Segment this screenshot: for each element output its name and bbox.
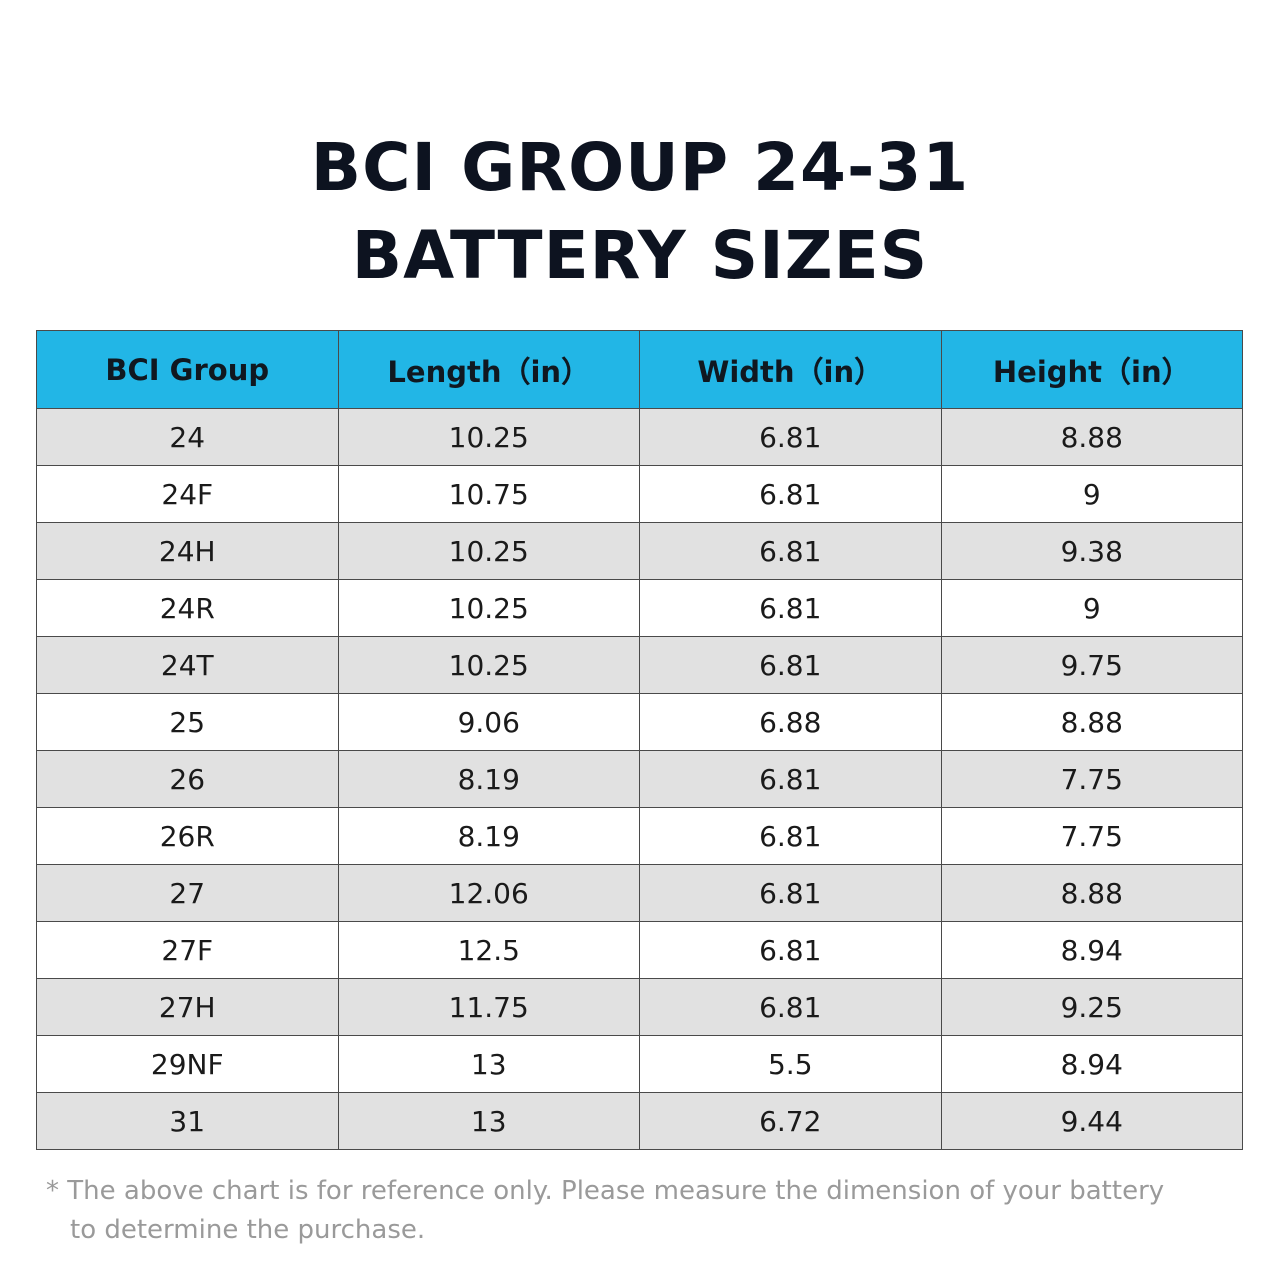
cell-height: 8.88	[940, 408, 1243, 466]
cell-bci-group: 27H	[36, 978, 339, 1036]
cell-width: 6.81	[639, 921, 942, 979]
cell-width: 6.72	[639, 1092, 942, 1150]
table-row: 27H 11.75 6.81 9.25	[36, 978, 1243, 1036]
cell-length: 12.06	[337, 864, 640, 922]
page-title: BCI GROUP 24-31 BATTERY SIZES	[0, 124, 1280, 300]
table-row: 24H 10.25 6.81 9.38	[36, 522, 1243, 580]
cell-length: 13	[337, 1035, 640, 1093]
battery-size-table: BCI Group Length（in） Width（in） Height（in…	[36, 330, 1243, 1150]
footnote-line-2: to determine the purchase.	[70, 1215, 426, 1245]
cell-width: 6.81	[639, 978, 942, 1036]
cell-height: 9.38	[940, 522, 1243, 580]
cell-length: 11.75	[337, 978, 640, 1036]
table-row: 26 8.19 6.81 7.75	[36, 750, 1243, 808]
cell-width: 6.81	[639, 408, 942, 466]
table-row: 27 12.06 6.81 8.88	[36, 864, 1243, 922]
table-row: 24T 10.25 6.81 9.75	[36, 636, 1243, 694]
table-row: 31 13 6.72 9.44	[36, 1092, 1243, 1150]
cell-length: 8.19	[337, 750, 640, 808]
cell-length: 10.75	[337, 465, 640, 523]
cell-length: 9.06	[337, 693, 640, 751]
cell-height: 9.75	[940, 636, 1243, 694]
table-body: 24 10.25 6.81 8.88 24F 10.75 6.81 9 24H 10.25 6.81…	[36, 408, 1243, 1150]
cell-length: 10.25	[337, 579, 640, 637]
cell-bci-group: 31	[36, 1092, 339, 1150]
table-row: 24F 10.75 6.81 9	[36, 465, 1243, 523]
table-row: 24 10.25 6.81 8.88	[36, 408, 1243, 466]
cell-width: 6.81	[639, 636, 942, 694]
cell-bci-group: 24F	[36, 465, 339, 523]
cell-length: 13	[337, 1092, 640, 1150]
table-row: 25 9.06 6.88 8.88	[36, 693, 1243, 751]
cell-height: 9	[940, 579, 1243, 637]
cell-width: 6.81	[639, 579, 942, 637]
cell-bci-group: 26	[36, 750, 339, 808]
table-header-row: BCI Group Length（in） Width（in） Height（in…	[36, 330, 1243, 409]
cell-length: 10.25	[337, 636, 640, 694]
cell-width: 6.81	[639, 465, 942, 523]
cell-height: 7.75	[940, 750, 1243, 808]
title-line-1: BCI GROUP 24-31	[310, 129, 970, 206]
column-header-height: Height（in）	[940, 330, 1243, 409]
cell-bci-group: 25	[36, 693, 339, 751]
column-header-width: Width（in）	[639, 330, 942, 409]
cell-length: 8.19	[337, 807, 640, 865]
footnote-line-1: * The above chart is for reference only.…	[46, 1176, 1165, 1206]
table-row: 24R 10.25 6.81 9	[36, 579, 1243, 637]
cell-height: 7.75	[940, 807, 1243, 865]
footnote: * The above chart is for reference only.…	[46, 1172, 1246, 1250]
table-row: 29NF 13 5.5 8.94	[36, 1035, 1243, 1093]
cell-bci-group: 24R	[36, 579, 339, 637]
cell-bci-group: 29NF	[36, 1035, 339, 1093]
cell-width: 6.81	[639, 807, 942, 865]
cell-bci-group: 26R	[36, 807, 339, 865]
cell-length: 10.25	[337, 522, 640, 580]
cell-height: 8.94	[940, 1035, 1243, 1093]
cell-bci-group: 24	[36, 408, 339, 466]
cell-bci-group: 27	[36, 864, 339, 922]
cell-width: 5.5	[639, 1035, 942, 1093]
cell-length: 10.25	[337, 408, 640, 466]
cell-height: 9.25	[940, 978, 1243, 1036]
table-row: 26R 8.19 6.81 7.75	[36, 807, 1243, 865]
cell-height: 9.44	[940, 1092, 1243, 1150]
cell-bci-group: 27F	[36, 921, 339, 979]
cell-height: 9	[940, 465, 1243, 523]
cell-height: 8.94	[940, 921, 1243, 979]
cell-width: 6.81	[639, 750, 942, 808]
column-header-bci-group: BCI Group	[36, 330, 339, 409]
cell-height: 8.88	[940, 864, 1243, 922]
cell-bci-group: 24T	[36, 636, 339, 694]
cell-length: 12.5	[337, 921, 640, 979]
cell-bci-group: 24H	[36, 522, 339, 580]
cell-width: 6.81	[639, 522, 942, 580]
cell-width: 6.88	[639, 693, 942, 751]
title-line-2: BATTERY SIZES	[351, 217, 929, 294]
cell-width: 6.81	[639, 864, 942, 922]
cell-height: 8.88	[940, 693, 1243, 751]
column-header-length: Length（in）	[337, 330, 640, 409]
table-row: 27F 12.5 6.81 8.94	[36, 921, 1243, 979]
